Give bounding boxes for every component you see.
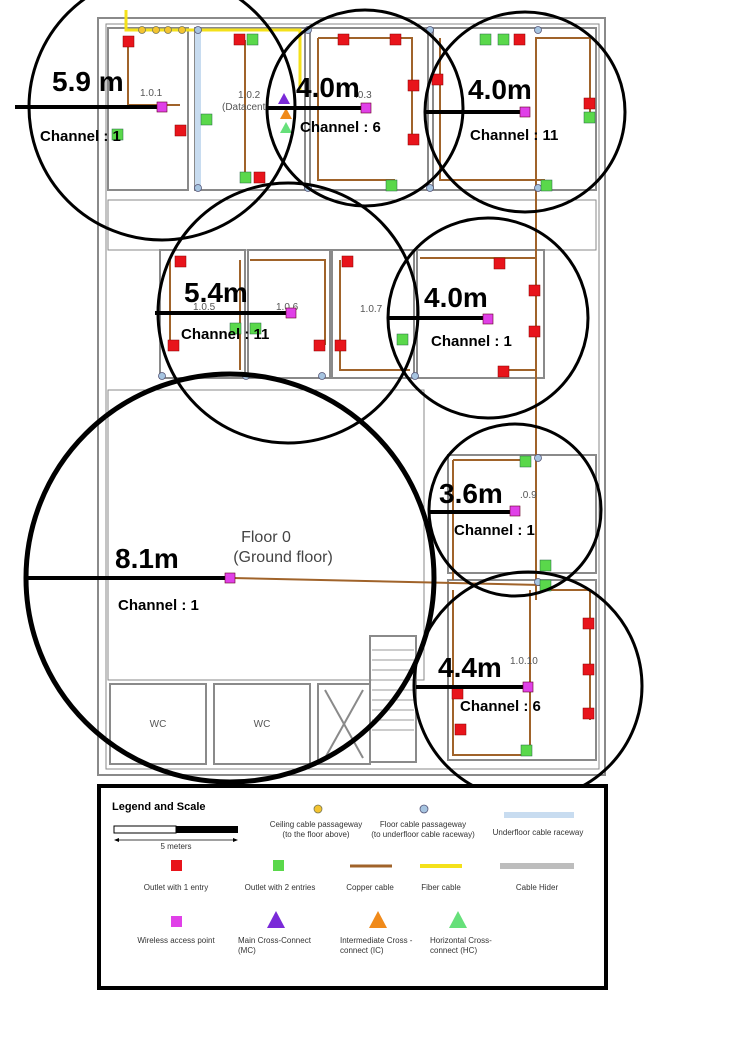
scale-label: 5 meters [160,842,191,851]
wc-label: WC [254,719,271,730]
legend-sub: (to the floor above) [282,830,349,839]
room-label: 1.0.5 [193,302,216,313]
ap-channel-label: Channel : 6 [460,698,541,715]
wireless-access-point-icon [519,106,531,118]
legend-label: Fiber cable [421,883,461,892]
wireless-access-point-icon [156,101,168,113]
floor-subtitle: (Ground floor) [233,549,333,566]
ap-channel-label: Channel : 1 [118,597,199,614]
wireless-access-point-icon [360,102,372,114]
copper-cables [127,37,591,756]
wireless-access-point-icon [285,307,297,319]
room-label: 1.0.6 [276,302,299,313]
ap-channel-label: Channel : 1 [454,522,535,539]
legend-label: Wireless access point [137,936,215,945]
legend: Legend and Scale 5 meters Ceiling cable … [97,784,608,990]
room-label: (Datacent [222,102,266,113]
outlets-2-entries [111,33,596,757]
legend-sub: (MC) [238,946,256,955]
main-cross-connect-icon [267,911,285,928]
wireless-access-point-icon [171,916,182,927]
legend-sub: (to underfloor cable raceway) [371,830,475,839]
room-label: .0.9 [520,490,537,501]
room-label: .0.3 [355,90,372,101]
legend-sub: connect (IC) [340,946,384,955]
wireless-access-point-icon [482,313,494,325]
ap-radius-label: 3.6m [439,478,503,509]
legend-label: Floor cable passageway [380,820,466,829]
ap-channel-label: Channel : 11 [181,326,269,343]
legend-label: Underfloor cable raceway [493,828,584,837]
ap-labels: 5.9 m Channel : 1 4.0m Channel : 6 4.0m … [40,66,558,715]
fiber-cable [124,10,302,90]
horizontal-cross-connect-icon [449,911,467,928]
wireless-access-point-icon [522,681,534,693]
legend-label: Ceiling cable passageway [270,820,363,829]
room-label: 1.0.10 [510,656,538,667]
outlet-2-entries-icon [273,860,284,871]
horizontal-cross-connect-icon [280,122,292,133]
legend-label: Intermediate Cross - [340,936,413,945]
access-points [156,101,534,693]
legend-label: Cable Hider [516,883,559,892]
ceiling-passageways [138,26,186,34]
ap-radius-label: 4.0m [296,72,360,103]
cross-connects [278,93,292,133]
ap-radius-label: 4.0m [468,74,532,105]
cable-hider-icon [500,863,574,869]
ap-channel-label: Channel : 1 [40,128,121,145]
ap-channel-label: Channel : 11 [470,127,558,144]
room-label: 1.0.2 [238,90,261,101]
wc-label: WC [150,719,167,730]
legend-label: Main Cross-Connect [238,936,312,945]
main-cross-connect-icon [278,93,290,104]
legend-sub: connect (HC) [430,946,477,955]
legend-label: Horizontal Cross- [430,936,492,945]
outlets-1-entry [122,33,596,736]
ap-radius-label: 4.0m [424,282,488,313]
ap-channel-label: Channel : 6 [300,119,381,136]
ap-radius-label: 5.4m [184,277,248,308]
raceway-icon [504,812,574,818]
ap-radius-label: 5.9 m [52,66,124,97]
legend-label: Copper cable [346,883,394,892]
ap-channel-label: Channel : 1 [431,333,512,350]
radius-lines [15,105,528,689]
wireless-access-point-icon [224,572,236,584]
room-label: 1.0.7 [360,304,383,315]
intermediate-cross-connect-icon [280,108,292,119]
intermediate-cross-connect-icon [369,911,387,928]
wireless-access-point-icon [509,505,521,517]
floor-name: Floor 0 [241,529,291,546]
legend-label: Outlet with 1 entry [144,883,208,892]
ap-radius-label: 4.4m [438,652,502,683]
room-labels: 1.0.1 1.0.2 (Datacent .0.3 1.0.5 1.0.6 1… [140,88,538,730]
stair-steps [372,649,414,731]
legend-title: Legend and Scale [112,801,206,813]
outlet-1-entry-icon [171,860,182,871]
ceiling-passageway-icon [313,804,323,814]
legend-label: Outlet with 2 entries [245,883,316,892]
room-label: 1.0.1 [140,88,163,99]
floor-passageway-icon [419,804,429,814]
ap-radius-label: 8.1m [115,543,179,574]
